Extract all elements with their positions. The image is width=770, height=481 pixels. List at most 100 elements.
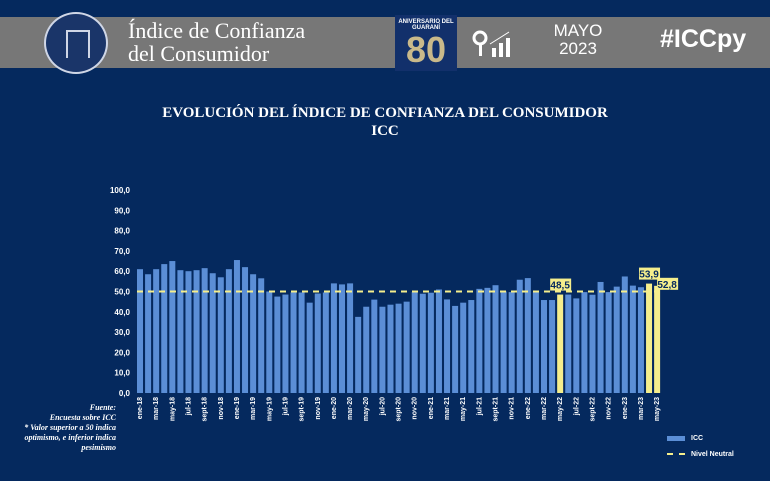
title-line-2: del Consumidor <box>128 41 270 66</box>
bar-sept-20 <box>395 303 402 393</box>
bar-ago-22 <box>581 292 588 393</box>
x-tick-label: may-20 <box>363 397 370 421</box>
y-tick-label: 0,0 <box>119 389 131 398</box>
bar-jun-21 <box>468 300 475 393</box>
bar-oct-19 <box>306 302 313 393</box>
legend-label-icc: ICC <box>691 434 704 442</box>
x-tick-label: mar-18 <box>153 397 160 420</box>
bar-jul-18 <box>185 271 192 393</box>
anniversary-number: 80 <box>405 29 447 70</box>
x-tick-label: nov-20 <box>412 397 419 420</box>
x-tick-label: ene-19 <box>234 397 241 419</box>
report-date: MAYO 2023 <box>548 22 608 58</box>
bar-jul-22 <box>573 298 580 393</box>
bar-jul-20 <box>379 306 386 393</box>
bar-nov-18 <box>217 277 224 393</box>
x-tick-label: ene-20 <box>331 397 338 419</box>
bar-mar-20 <box>347 283 354 393</box>
header-banner <box>0 17 770 68</box>
x-tick-label: nov-18 <box>218 397 225 420</box>
bar-dic-20 <box>419 293 426 393</box>
x-tick-label: jul-18 <box>185 397 192 416</box>
bar-ago-21 <box>484 287 491 393</box>
x-tick-label: ene-21 <box>428 397 435 419</box>
bar-feb-22 <box>532 292 539 393</box>
bar-may-21 <box>460 302 467 393</box>
x-tick-label: mar-19 <box>250 397 257 420</box>
bar-mar-21 <box>444 299 451 393</box>
x-tick-label: sept-18 <box>202 397 209 422</box>
x-tick-label: jul-20 <box>379 397 386 416</box>
x-tick-label: jul-22 <box>573 397 580 416</box>
x-tick-label: jul-19 <box>282 397 289 416</box>
legend-label-neutral: Nivel Neutral <box>691 450 734 458</box>
y-tick-label: 20,0 <box>114 348 130 357</box>
anniversary-logo: ANIVERSARIO DEL GUARANÍ 80 <box>395 15 457 71</box>
bar-nov-20 <box>411 292 418 393</box>
source-note: Fuente: Encuesta sobre ICC * Valor superio… <box>10 403 116 453</box>
x-tick-label: ene-22 <box>525 397 532 419</box>
hashtag: #ICCpy <box>660 25 747 53</box>
bar-may-19 <box>266 291 273 393</box>
source-label: Fuente: <box>89 403 116 412</box>
bar-dic-19 <box>322 292 329 393</box>
x-tick-label: sept-21 <box>493 397 500 422</box>
chart-title: EVOLUCIÓN DEL ÍNDICE DE CONFIANZA DEL CO… <box>162 105 608 121</box>
bar-feb-19 <box>242 267 249 393</box>
page-title: Índice de Confianza del Consumidor <box>128 19 305 65</box>
bar-feb-23 <box>629 285 636 393</box>
bar-oct-20 <box>403 301 410 393</box>
legend-swatch-icc <box>667 435 685 441</box>
data-label-bg <box>657 277 679 290</box>
bar-ago-19 <box>290 292 297 393</box>
bar-sept-21 <box>492 285 499 393</box>
y-tick-label: 100,0 <box>110 186 131 195</box>
legend: ICC Nivel Neutral <box>667 430 734 462</box>
bar-jun-18 <box>177 270 184 393</box>
x-tick-label: mar-20 <box>347 397 354 420</box>
bar-jun-20 <box>371 299 378 393</box>
bar-jul-19 <box>282 294 289 393</box>
y-tick-label: 40,0 <box>114 308 130 317</box>
x-tick-label: mar-22 <box>541 397 548 420</box>
bar-nov-19 <box>314 293 321 393</box>
bar-mar-23 <box>637 287 644 393</box>
year: 2023 <box>559 39 597 58</box>
bar-feb-20 <box>339 284 345 393</box>
x-tick-label: nov-19 <box>315 397 322 420</box>
bar-sept-19 <box>298 292 305 393</box>
x-tick-label: sept-20 <box>396 397 403 422</box>
bar-abr-18 <box>161 264 168 393</box>
legend-item-neutral: Nivel Neutral <box>667 446 734 462</box>
y-tick-label: 10,0 <box>114 369 130 378</box>
bar-ene-19 <box>233 260 240 393</box>
bar-may-20 <box>363 306 370 393</box>
y-tick-label: 30,0 <box>114 328 130 337</box>
bar-dic-18 <box>225 269 232 393</box>
x-tick-label: mar-23 <box>638 397 645 420</box>
x-tick-label: sept-19 <box>299 397 306 422</box>
bar-ene-18 <box>137 269 143 393</box>
bar-abr-21 <box>452 305 459 393</box>
legend-item-icc: ICC <box>667 430 734 446</box>
bar-feb-18 <box>145 274 152 393</box>
bar-feb-21 <box>435 289 442 393</box>
x-tick-label: may-19 <box>266 397 273 421</box>
x-tick-label: ene-23 <box>622 397 629 419</box>
bar-dic-22 <box>613 286 620 393</box>
bar-may-23 <box>654 285 661 393</box>
bar-ene-22 <box>524 278 531 393</box>
bar-sept-18 <box>201 268 208 393</box>
bar-nov-22 <box>605 292 612 393</box>
bar-jul-21 <box>476 288 483 393</box>
x-tick-label: ene-18 <box>137 397 144 419</box>
bar-dic-21 <box>516 279 523 393</box>
data-label-bg <box>550 278 572 291</box>
x-tick-label: nov-21 <box>509 397 516 420</box>
y-tick-label: 90,0 <box>114 206 130 215</box>
bar-mar-19 <box>250 274 257 393</box>
y-tick-label: 80,0 <box>114 227 130 236</box>
x-tick-label: may-22 <box>557 397 564 421</box>
y-tick-label: 50,0 <box>114 288 130 297</box>
